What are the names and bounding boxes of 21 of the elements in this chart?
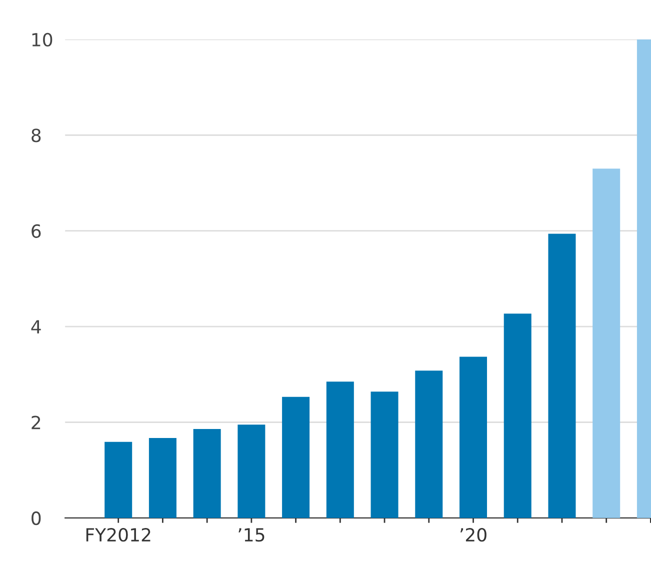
y-tick-label: 10 bbox=[32, 32, 52, 47]
bar bbox=[282, 396, 310, 518]
bar bbox=[193, 428, 221, 518]
bar bbox=[104, 442, 132, 518]
bar bbox=[460, 356, 488, 518]
y-tick-label: 2 bbox=[32, 416, 40, 430]
y-tick-label: 0 bbox=[32, 511, 41, 526]
bar bbox=[326, 382, 354, 518]
x-tick-label: ’20 bbox=[460, 528, 486, 542]
bar bbox=[504, 314, 532, 518]
x-tick-label: ’15 bbox=[238, 528, 264, 542]
y-tick-label: 4 bbox=[31, 320, 41, 334]
x-tick-label: FY2012 bbox=[86, 528, 150, 542]
bar bbox=[548, 234, 576, 518]
bar bbox=[415, 370, 443, 518]
bar bbox=[592, 168, 620, 518]
bar bbox=[148, 438, 176, 518]
y-tick-label: 8 bbox=[32, 128, 41, 142]
bar bbox=[370, 392, 398, 518]
y-tick-label: 6 bbox=[32, 224, 41, 238]
bar bbox=[238, 424, 266, 518]
